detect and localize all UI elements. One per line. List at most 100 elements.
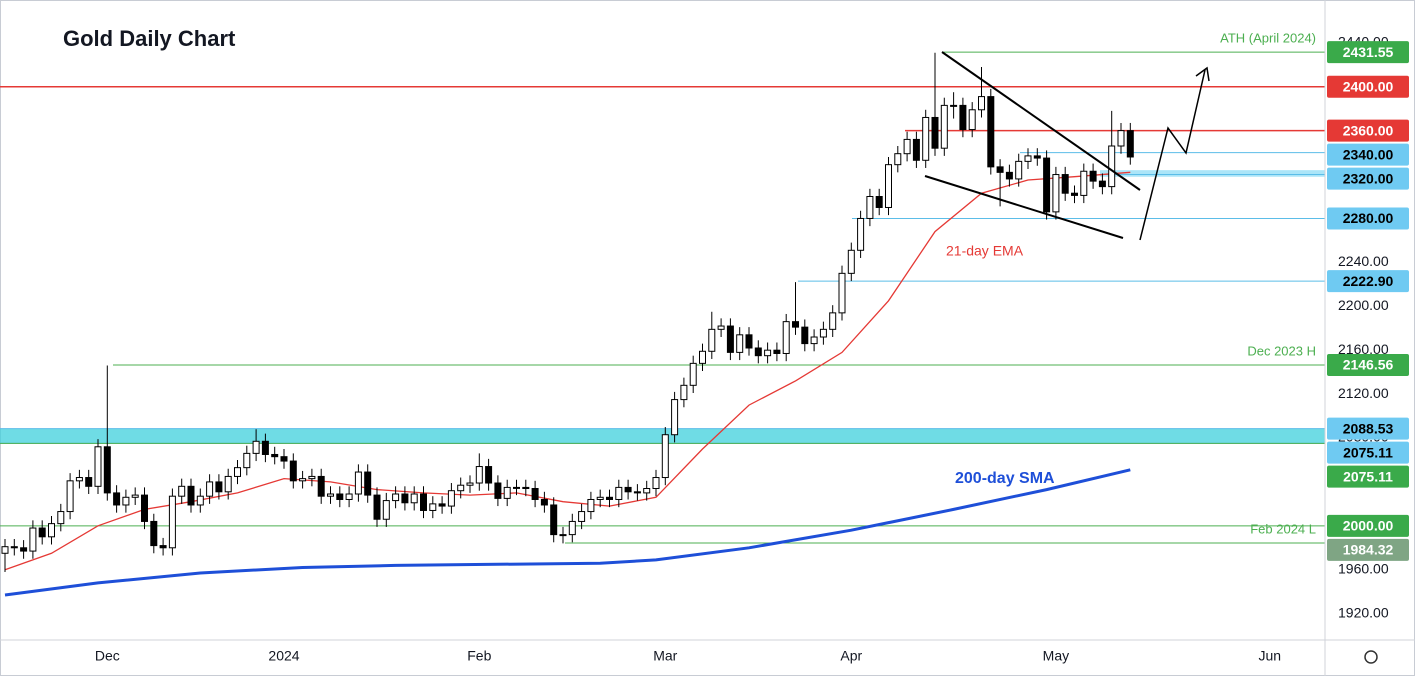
candle-body xyxy=(708,328,716,352)
candle-body xyxy=(29,527,37,552)
candle-body xyxy=(485,466,493,484)
candle-body xyxy=(429,503,437,511)
candle-body xyxy=(894,153,902,166)
candle-body xyxy=(624,486,632,493)
candle-body xyxy=(671,399,679,436)
x-tick-label: 2024 xyxy=(268,648,299,664)
candle-body xyxy=(978,96,985,111)
price-label-box xyxy=(1327,270,1409,293)
candle-body xyxy=(680,384,688,401)
price-labels: 2431.55 2400.00 2360.00 2340.00 2320.00 2280.… xyxy=(1327,41,1409,561)
candle-body xyxy=(261,440,269,455)
candle-body xyxy=(103,446,111,494)
candle-body xyxy=(903,138,911,155)
candle-body xyxy=(922,116,930,161)
candle-body xyxy=(754,347,762,357)
candle-body xyxy=(652,477,660,490)
candle-body xyxy=(141,494,148,522)
candle-body xyxy=(159,545,167,549)
candle-body xyxy=(782,321,790,354)
candle-body xyxy=(773,349,781,354)
candle-body xyxy=(224,475,232,493)
candle-body xyxy=(912,138,920,161)
candle-body xyxy=(1015,160,1023,180)
candle-body xyxy=(299,478,307,482)
y-tick-label: 2240.00 xyxy=(1338,253,1389,269)
candle-body xyxy=(196,495,204,506)
candle-body xyxy=(308,475,316,480)
level-note: Dec 2023 H xyxy=(1247,343,1316,358)
candle-body xyxy=(1098,180,1106,188)
level-note: ATH (April 2024) xyxy=(1220,31,1316,46)
candle-body xyxy=(1043,157,1051,213)
candle-body xyxy=(401,493,409,504)
price-label-box xyxy=(1327,441,1409,464)
candle-body xyxy=(354,471,362,495)
price-label: 2222.90 xyxy=(1343,273,1394,289)
x-tick-label: Feb xyxy=(467,648,491,664)
candle-body xyxy=(327,493,334,497)
candle-body xyxy=(94,446,102,487)
price-label: 2075.11 xyxy=(1343,444,1393,460)
candle-body xyxy=(801,326,809,345)
candle-body xyxy=(717,325,725,330)
price-label-box xyxy=(1327,465,1409,488)
candle-body xyxy=(810,336,818,345)
candle-body xyxy=(131,494,139,498)
price-label: 2088.53 xyxy=(1343,420,1394,436)
indicator-label: 200-day SMA xyxy=(955,470,1055,487)
candle-body xyxy=(819,328,827,338)
level-note: Feb 2024 L xyxy=(1250,521,1316,536)
price-label: 2280.00 xyxy=(1343,210,1394,226)
candle-body xyxy=(271,453,279,458)
candle-body xyxy=(540,498,548,506)
candle-body xyxy=(336,493,344,500)
candle-body xyxy=(885,164,892,208)
price-label: 2000.00 xyxy=(1343,518,1394,534)
chart-title: Gold Daily Chart xyxy=(63,26,236,51)
candle-body xyxy=(420,493,427,511)
candle-body xyxy=(559,534,567,537)
candle-body xyxy=(252,440,260,454)
candle-body xyxy=(466,482,474,486)
candle-body xyxy=(243,452,251,469)
candle-body xyxy=(643,488,651,494)
candle-body xyxy=(745,334,753,349)
candle-body xyxy=(1089,170,1097,182)
price-label-box xyxy=(1327,167,1409,190)
candle-body xyxy=(959,104,967,131)
candle-body xyxy=(568,520,576,536)
candle-body xyxy=(606,496,613,500)
candle-body xyxy=(513,486,520,489)
candle-body xyxy=(168,495,176,549)
price-label: 2431.55 xyxy=(1343,44,1394,60)
candle-body xyxy=(661,434,669,479)
price-label-box xyxy=(1327,207,1409,230)
y-tick-label: 2120.00 xyxy=(1338,385,1389,401)
candle-body xyxy=(85,477,93,487)
candle-body xyxy=(689,362,697,386)
candle-body xyxy=(1071,192,1078,196)
indicator-line xyxy=(4,468,1131,597)
candle-body xyxy=(950,104,958,107)
x-tick-label: May xyxy=(1043,648,1069,664)
candle-body xyxy=(122,496,130,506)
settings-icon[interactable] xyxy=(1364,650,1378,664)
price-label-box xyxy=(1327,41,1409,64)
candle-body xyxy=(1033,155,1041,159)
x-tick-label: Apr xyxy=(840,648,862,664)
candle-body xyxy=(587,498,595,513)
y-tick-label: 2160.00 xyxy=(1338,341,1389,357)
candle-body xyxy=(531,488,539,500)
price-label: 2146.56 xyxy=(1343,357,1394,373)
candle-body xyxy=(764,349,772,357)
candle-body xyxy=(736,334,744,353)
candle-body xyxy=(373,494,381,520)
price-label-box xyxy=(1327,538,1409,561)
settings-icon[interactable] xyxy=(1364,650,1378,664)
levels: ATH (April 2024) Dec 2023 H Feb 2024 L xyxy=(0,31,1325,544)
price-label: 2400.00 xyxy=(1343,78,1394,94)
candle-body xyxy=(345,493,353,500)
candle-body xyxy=(280,456,288,462)
candle-body xyxy=(726,325,734,353)
